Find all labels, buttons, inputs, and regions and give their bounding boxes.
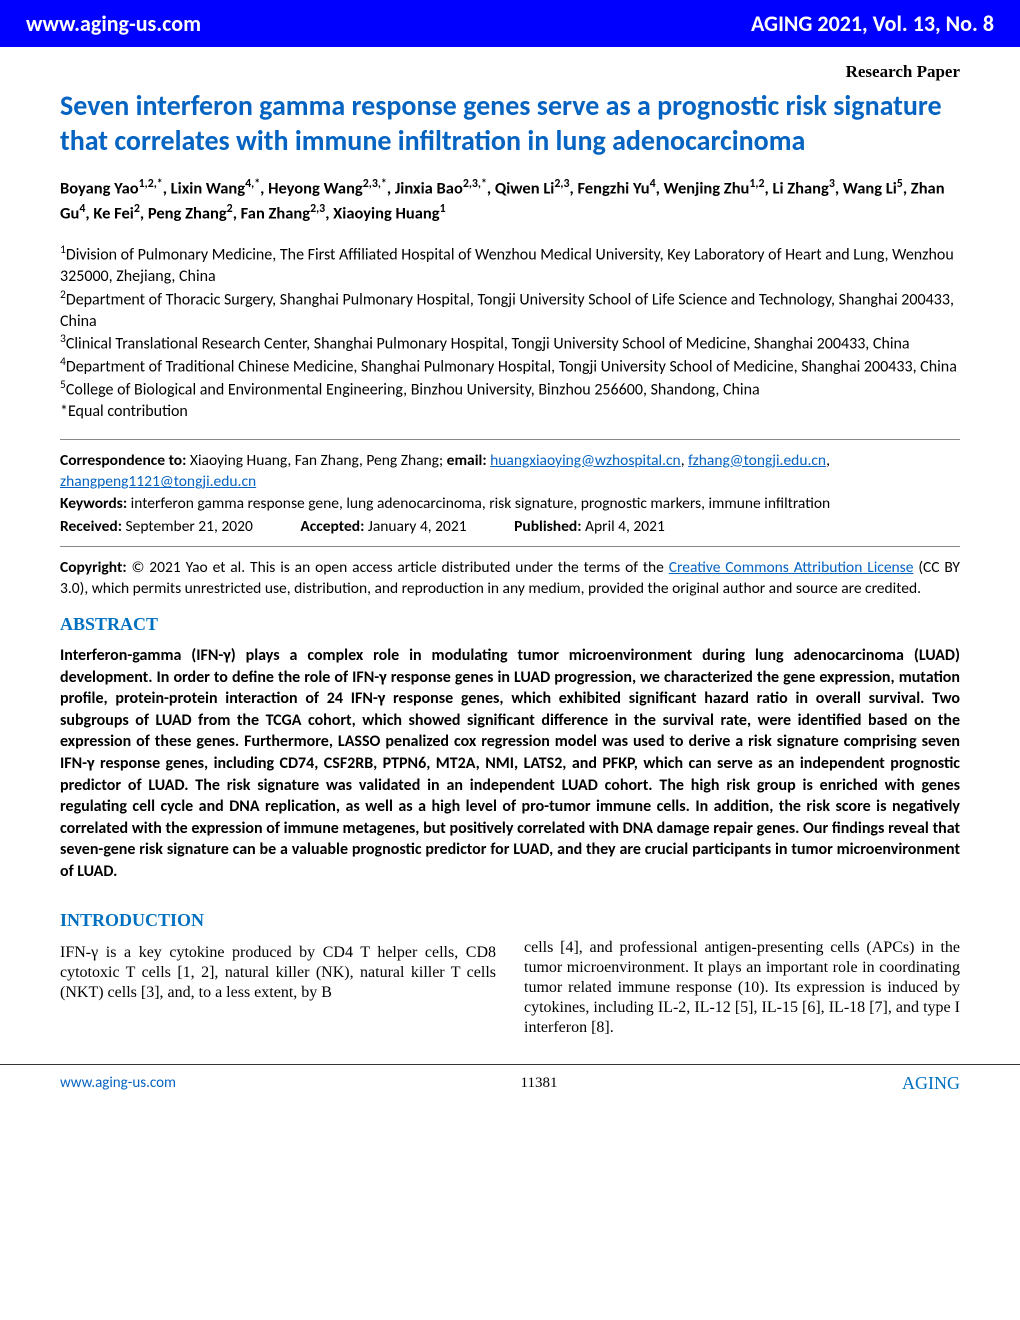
email-link-3[interactable]: zhangpeng1121@tongji.edu.cn — [60, 472, 256, 491]
journal-site: www.aging-us.com — [26, 10, 201, 37]
dates-block: Received: September 21, 2020 Accepted: J… — [60, 517, 960, 536]
journal-header-bar: www.aging-us.com AGING 2021, Vol. 13, No… — [0, 0, 1020, 50]
abstract-text: Interferon-gamma (IFN-γ) plays a complex… — [60, 645, 960, 883]
affiliation-3: 3Clinical Translational Research Center,… — [60, 332, 960, 355]
affiliation-5: 5College of Biological and Environmental… — [60, 378, 960, 401]
authors-list: Boyang Yao1,2,*, Lixin Wang4,*, Heyong W… — [60, 176, 960, 225]
divider-2 — [60, 546, 960, 547]
email-link-1[interactable]: huangxiaoying@wzhospital.cn — [490, 451, 681, 470]
abstract-heading: ABSTRACT — [60, 614, 960, 635]
copyright-label: Copyright: — [60, 558, 127, 577]
correspondence-label: Correspondence to: — [60, 451, 186, 470]
paper-type: Research Paper — [60, 62, 960, 82]
introduction-heading: INTRODUCTION — [60, 909, 496, 932]
affiliation-2: 2Department of Thoracic Surgery, Shangha… — [60, 288, 960, 333]
copyright-block: Copyright: © 2021 Yao et al. This is an … — [60, 557, 960, 600]
equal-contribution: *Equal contribution — [60, 401, 960, 423]
paper-title: Seven interferon gamma response genes se… — [60, 88, 960, 158]
intro-col-left: INTRODUCTION IFN-γ is a key cytokine pro… — [60, 883, 496, 1038]
copyright-pre: © 2021 Yao et al. This is an open access… — [131, 558, 668, 577]
keywords-block: Keywords: interferon gamma response gene… — [60, 493, 960, 515]
introduction-columns: INTRODUCTION IFN-γ is a key cytokine pro… — [60, 883, 960, 1038]
affiliations-block: 1Division of Pulmonary Medicine, The Fir… — [60, 243, 960, 422]
cc-license-link[interactable]: Creative Commons Attribution License — [669, 558, 914, 577]
footer-site: www.aging-us.com — [60, 1074, 176, 1092]
journal-issue: AGING 2021, Vol. 13, No. 8 — [751, 10, 994, 37]
received-label: Received: — [60, 517, 122, 536]
divider-1 — [60, 439, 960, 440]
intro-text-left: IFN-γ is a key cytokine produced by CD4 … — [60, 943, 496, 1003]
paper-content: Research Paper Seven interferon gamma re… — [0, 50, 1020, 1038]
correspondence-block: Correspondence to: Xiaoying Huang, Fan Z… — [60, 450, 960, 493]
email-link-2[interactable]: fzhang@tongji.edu.cn — [688, 451, 826, 470]
published-date: April 4, 2021 — [585, 517, 665, 536]
footer-journal: AGING — [902, 1073, 960, 1094]
email-label: email: — [447, 451, 487, 470]
intro-col-right: cells [4], and professional antigen-pres… — [524, 883, 960, 1038]
affiliation-4: 4Department of Traditional Chinese Medic… — [60, 355, 960, 378]
footer-page-number: 11381 — [521, 1075, 558, 1092]
received-date: September 21, 2020 — [126, 517, 253, 536]
page-footer: www.aging-us.com 11381 AGING — [0, 1064, 1020, 1110]
affiliation-1: 1Division of Pulmonary Medicine, The Fir… — [60, 243, 960, 288]
published-label: Published: — [514, 517, 581, 536]
keywords-text: interferon gamma response gene, lung ade… — [131, 494, 831, 513]
intro-text-right: cells [4], and professional antigen-pres… — [524, 938, 960, 1038]
accepted-date: January 4, 2021 — [368, 517, 467, 536]
accepted-label: Accepted: — [300, 517, 364, 536]
keywords-label: Keywords: — [60, 494, 127, 513]
correspondence-names: Xiaoying Huang, Fan Zhang, Peng Zhang; — [190, 451, 443, 470]
